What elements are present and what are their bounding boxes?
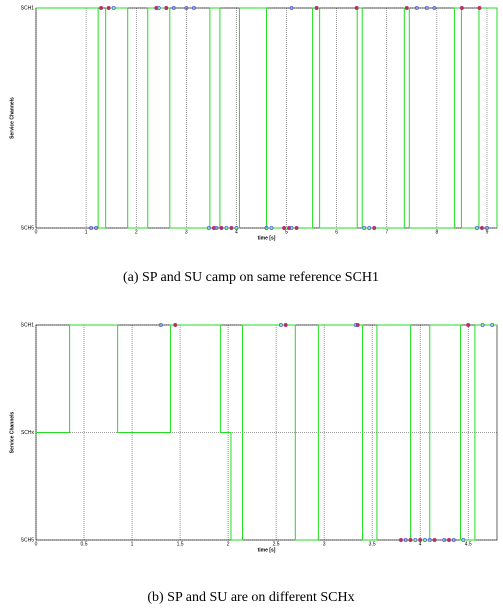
x-tick-label: 2 xyxy=(227,541,230,547)
dot-marker xyxy=(354,6,359,10)
x-tick-label: 1.5 xyxy=(177,541,184,547)
x-tick-label: 0.5 xyxy=(81,541,88,547)
ring-marker xyxy=(367,226,372,230)
ring-marker xyxy=(353,323,358,327)
dot-marker xyxy=(164,6,169,10)
dot-marker xyxy=(372,226,377,230)
x-tick-label: 5 xyxy=(285,229,288,235)
y-tick-label: SCHx xyxy=(21,430,35,436)
y-tick-label: SCH1 xyxy=(21,5,35,11)
ring-marker xyxy=(278,323,283,327)
dot-marker xyxy=(432,538,437,542)
y-tick-label: SCH1 xyxy=(21,322,35,328)
ring-marker xyxy=(184,6,189,10)
ring-marker xyxy=(158,323,163,327)
x-tick-label: 3 xyxy=(323,541,326,547)
ring-marker xyxy=(289,226,294,230)
x-tick-label: 2 xyxy=(135,229,138,235)
x-axis-label: time [s] xyxy=(258,547,276,553)
ring-marker xyxy=(403,538,408,542)
dot-marker xyxy=(229,226,234,230)
x-tick-label: 2.5 xyxy=(273,541,280,547)
ring-marker xyxy=(423,538,427,542)
y-tick-label: SCH5 xyxy=(21,225,35,231)
ring-marker xyxy=(269,226,274,230)
ring-marker xyxy=(475,226,479,230)
ring-marker xyxy=(442,538,447,542)
dot-marker xyxy=(466,323,471,327)
caption: (b) SP and SU are on different SCHx xyxy=(147,590,354,605)
x-tick-label: 0 xyxy=(35,541,38,547)
ring-marker xyxy=(224,226,229,230)
x-tick-label: 0 xyxy=(35,229,38,235)
x-tick-label: 1 xyxy=(131,541,134,547)
dot-marker xyxy=(99,6,104,10)
ring-marker xyxy=(424,6,429,10)
dot-marker xyxy=(314,6,319,10)
x-tick-label: 6 xyxy=(335,229,338,235)
dot-marker xyxy=(477,6,482,10)
ring-marker xyxy=(111,6,116,10)
x-tick-label: 9 xyxy=(486,229,489,235)
x-axis-label: time [s] xyxy=(258,235,276,241)
ring-marker xyxy=(89,226,94,230)
x-tick-label: 3.5 xyxy=(369,541,376,547)
dot-marker xyxy=(219,226,224,230)
dot-marker xyxy=(408,538,413,542)
x-tick-label: 1 xyxy=(85,229,88,235)
dot-marker xyxy=(173,323,178,327)
x-tick-label: 4.5 xyxy=(465,541,472,547)
dot-marker xyxy=(447,538,451,542)
dot-marker xyxy=(459,6,464,10)
x-tick-label: 4 xyxy=(419,541,422,547)
x-tick-label: 7 xyxy=(385,229,388,235)
dot-marker xyxy=(106,6,111,10)
x-tick-label: 4 xyxy=(235,229,238,235)
dot-marker xyxy=(404,6,409,10)
ring-marker xyxy=(451,538,456,542)
ring-marker xyxy=(485,226,489,230)
step-line xyxy=(36,324,497,541)
caption: (a) SP and SU camp on same reference SCH… xyxy=(123,270,379,285)
x-tick-label: 8 xyxy=(435,229,438,235)
ring-marker xyxy=(414,6,419,10)
y-axis-label: Service Channels xyxy=(9,411,15,453)
step-line xyxy=(36,7,498,229)
ring-marker xyxy=(461,538,466,542)
dot-marker xyxy=(282,226,286,230)
ring-marker xyxy=(432,6,437,10)
ring-marker xyxy=(234,226,239,230)
y-axis-label: Service Channels xyxy=(9,97,15,139)
ring-marker xyxy=(214,226,219,230)
ring-marker xyxy=(94,226,99,230)
ring-marker xyxy=(490,323,495,327)
ring-marker xyxy=(289,6,294,10)
ring-marker xyxy=(264,226,269,230)
dot-marker xyxy=(294,226,299,230)
ring-marker xyxy=(206,226,211,230)
x-tick-label: 3 xyxy=(185,229,188,235)
ring-marker xyxy=(427,538,432,542)
y-tick-label: SCH5 xyxy=(21,537,35,543)
ring-marker xyxy=(191,6,196,10)
ring-marker xyxy=(171,6,176,10)
dot-marker xyxy=(480,226,484,230)
dot-marker xyxy=(418,538,423,542)
ring-marker xyxy=(413,538,418,542)
dot-marker xyxy=(399,538,403,542)
ring-marker xyxy=(362,226,367,230)
dot-marker xyxy=(283,323,288,327)
ring-marker xyxy=(480,323,485,327)
ring-marker xyxy=(156,6,161,10)
